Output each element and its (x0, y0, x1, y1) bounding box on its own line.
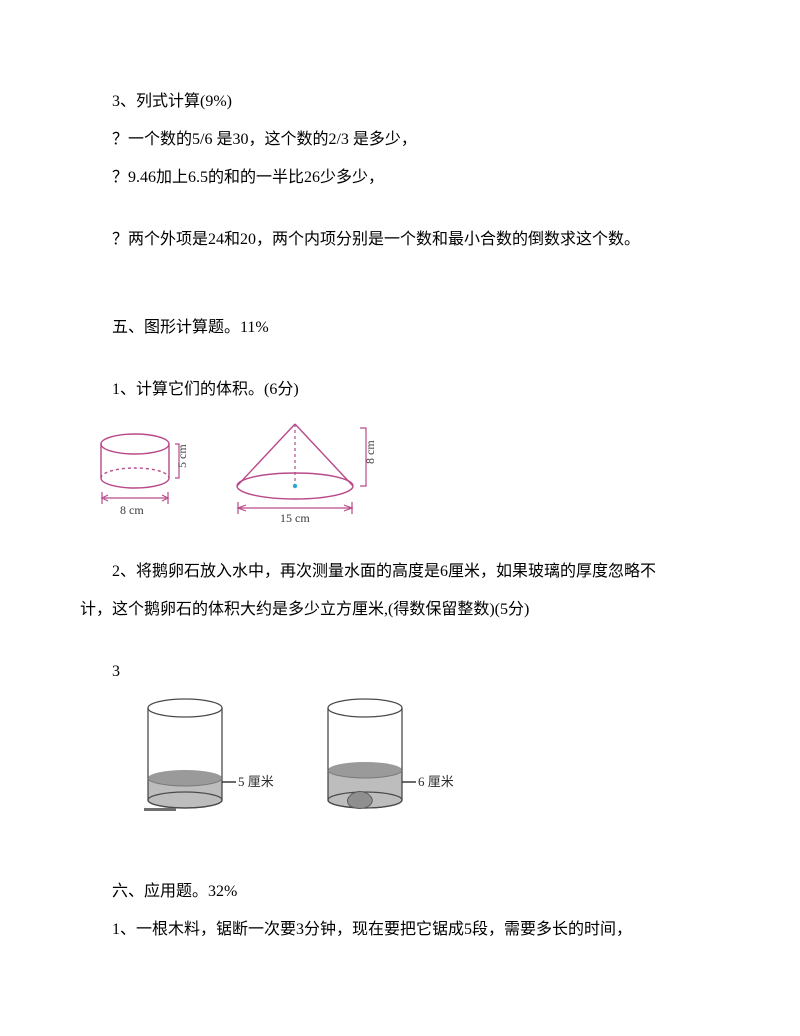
fig2-svg: 5 厘米 6 厘米 (118, 690, 538, 820)
sec5-label3: 3 (80, 660, 720, 684)
sec5-item2b: 计，这个鹅卵石的体积大约是多少立方厘米,(得数保留整数)(5分) (80, 598, 720, 622)
beaker-right: 6 厘米 (328, 699, 454, 809)
beaker-left: 5 厘米 (144, 699, 274, 811)
cylinder-group: 5 cm 8 cm (101, 434, 189, 517)
spacer (80, 204, 720, 228)
cone-diameter-label: 15 cm (280, 511, 310, 525)
spacer (80, 636, 720, 660)
cone-height-label: 8 cm (363, 440, 377, 464)
spacer (80, 354, 720, 378)
beaker-left-label: 5 厘米 (238, 774, 274, 789)
sec5-item2a: 2、将鹅卵石放入水中，再次测量水面的高度是6厘米，如果玻璃的厚度忽略不 (80, 560, 720, 584)
document-page: { "q3": { "title": "3、列式计算(9%)", "line1"… (0, 0, 800, 1016)
q3-title: 3、列式计算(9%) (80, 90, 720, 114)
figure-cylinder-cone: 5 cm 8 cm 8 cm (80, 416, 720, 526)
sec6-title: 六、应用题。32% (80, 880, 720, 904)
figure-beakers: 5 厘米 6 厘米 (118, 690, 720, 820)
sec5-item1: 1、计算它们的体积。(6分) (80, 378, 720, 402)
spacer (80, 830, 720, 854)
spacer (80, 536, 720, 560)
sec6-item1: 1、一根木料，锯断一次要3分钟，现在要把它锯成5段，需要多长的时间， (80, 918, 720, 942)
spacer (80, 266, 720, 290)
sec5-title: 五、图形计算题。11% (80, 316, 720, 340)
cone-group: 8 cm 15 cm (237, 424, 377, 525)
q3-line2: ？9.46加上6.5的和的一半比26少多少， (80, 166, 720, 190)
q3-line3: ？两个外项是24和20，两个内项分别是一个数和最小合数的倒数求这个数。 (80, 228, 720, 252)
beaker-right-label: 6 厘米 (418, 774, 454, 789)
fig1-svg: 5 cm 8 cm 8 cm (80, 416, 410, 526)
cylinder-height-label: 5 cm (175, 444, 189, 468)
cylinder-diameter-label: 8 cm (120, 503, 144, 517)
q3-line1: ？一个数的5/6 是30，这个数的2/3 是多少， (80, 128, 720, 152)
